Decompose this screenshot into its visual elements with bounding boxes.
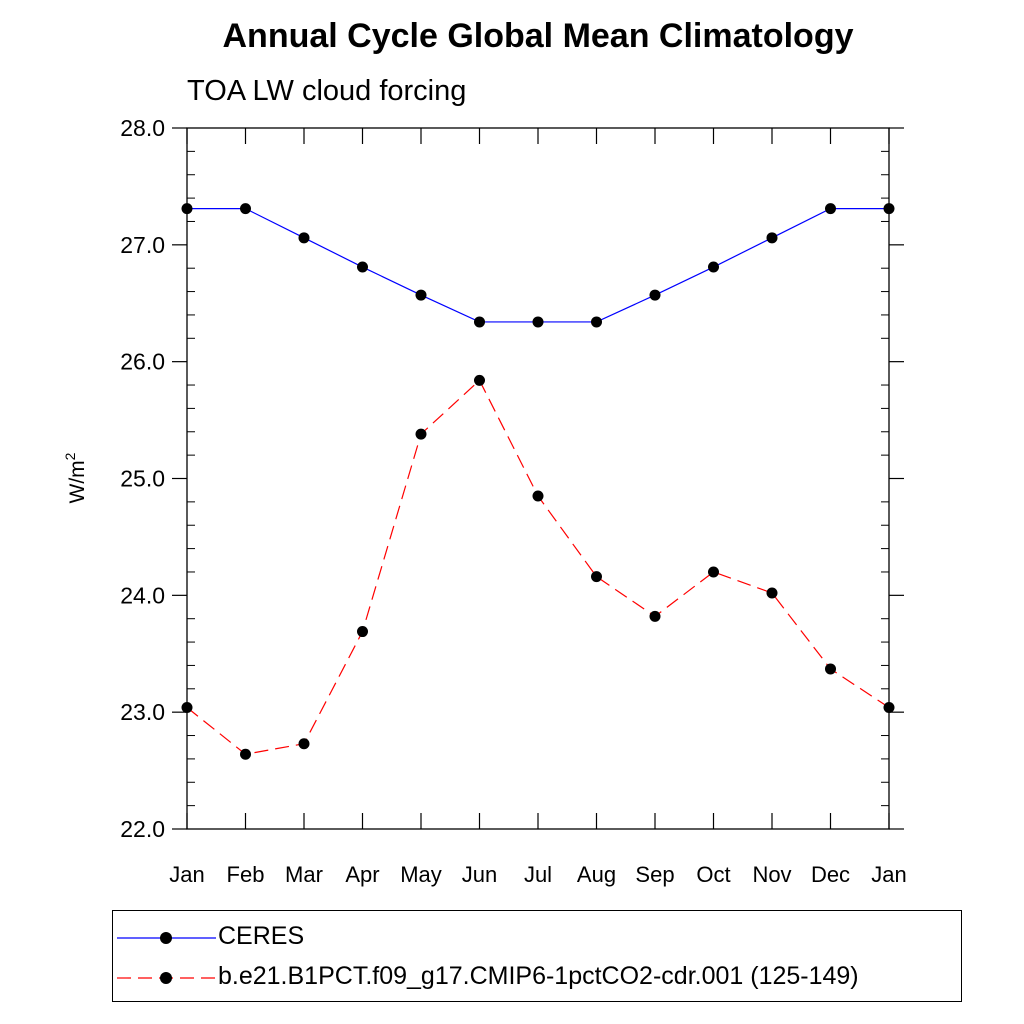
y-tick-labels: 22.0 23.0 24.0 25.0 26.0 27.0 28.0 [120, 115, 165, 842]
series-0-point [474, 316, 485, 328]
series-1-point [357, 626, 368, 638]
series-line-1 [186, 379, 890, 755]
y-tick-label: 26.0 [120, 349, 165, 375]
series-0-point [883, 203, 895, 215]
legend-swatch-model [117, 972, 216, 984]
series-1-point [591, 571, 602, 583]
series-0-point [181, 203, 193, 215]
chart-subtitle: TOA LW cloud forcing [187, 75, 466, 107]
series-group [181, 203, 895, 760]
x-tick-label: Apr [345, 862, 379, 887]
series-1-point [825, 663, 836, 675]
y-axis-label-sup: 2 [62, 452, 78, 460]
series-1-point [708, 566, 719, 578]
series-1-point [181, 701, 193, 713]
x-tick-label: May [400, 862, 442, 887]
plot-frame [186, 127, 890, 830]
legend-swatch-ceres [117, 932, 216, 944]
series-0-point [240, 203, 251, 215]
series-0-point [766, 232, 778, 244]
legend-item-ceres: CERES [113, 918, 961, 958]
y-tick-label: 24.0 [120, 582, 165, 608]
y-axis-label: W/m2 [62, 452, 89, 503]
chart-title: Annual Cycle Global Mean Climatology [223, 17, 854, 55]
series-0-point [649, 289, 661, 301]
series-0-point [591, 316, 602, 328]
series-1-point [649, 610, 661, 622]
y-tick-label: 22.0 [120, 816, 165, 842]
series-0-point [532, 316, 544, 328]
x-tick-label: Mar [285, 862, 323, 887]
series-1-point [532, 490, 544, 502]
series-0-point [357, 261, 368, 273]
series-1-point [415, 428, 427, 440]
y-tick-label: 28.0 [120, 115, 165, 141]
legend-item-model: b.e21.B1PCT.f09_g17.CMIP6-1pctCO2-cdr.00… [113, 958, 961, 998]
svg-text:W/m2: W/m2 [62, 452, 89, 503]
y-tick-label: 23.0 [120, 699, 165, 725]
series-0-point [298, 232, 310, 244]
x-tick-label: Dec [811, 862, 850, 887]
x-tick-label: Jun [462, 862, 497, 887]
x-tick-label: Aug [577, 862, 616, 887]
x-tick-label: Jul [524, 862, 552, 887]
series-0-point [825, 203, 836, 215]
x-tick-label: Sep [635, 862, 674, 887]
x-tick-label: Jan [871, 862, 906, 887]
y-tick-label: 27.0 [120, 232, 165, 258]
axis-ticks [172, 127, 904, 830]
legend-label-ceres: CERES [218, 922, 305, 950]
series-1-point [766, 587, 778, 599]
x-tick-label: Jan [169, 862, 204, 887]
y-axis-label-base: W/m [66, 460, 89, 503]
series-0-point [708, 261, 719, 273]
y-tick-label: 25.0 [120, 466, 165, 492]
series-1-point [240, 748, 251, 760]
series-1-point [883, 701, 895, 713]
series-line-0 [187, 208, 889, 323]
x-tick-label: Feb [227, 862, 265, 887]
x-tick-label: Nov [752, 862, 791, 887]
x-tick-labels: Jan Feb Mar Apr May Jun Jul Aug Sep Oct Nov Dec Jan [169, 862, 906, 887]
series-1-point [474, 374, 485, 386]
legend: CERES b.e21.B1PCT.f09_g17.CMIP6-1pctCO2-… [112, 910, 962, 1002]
x-tick-label: Oct [696, 862, 730, 887]
series-1-point [298, 738, 310, 750]
series-0-point [415, 289, 427, 301]
legend-label-model: b.e21.B1PCT.f09_g17.CMIP6-1pctCO2-cdr.00… [218, 962, 859, 990]
